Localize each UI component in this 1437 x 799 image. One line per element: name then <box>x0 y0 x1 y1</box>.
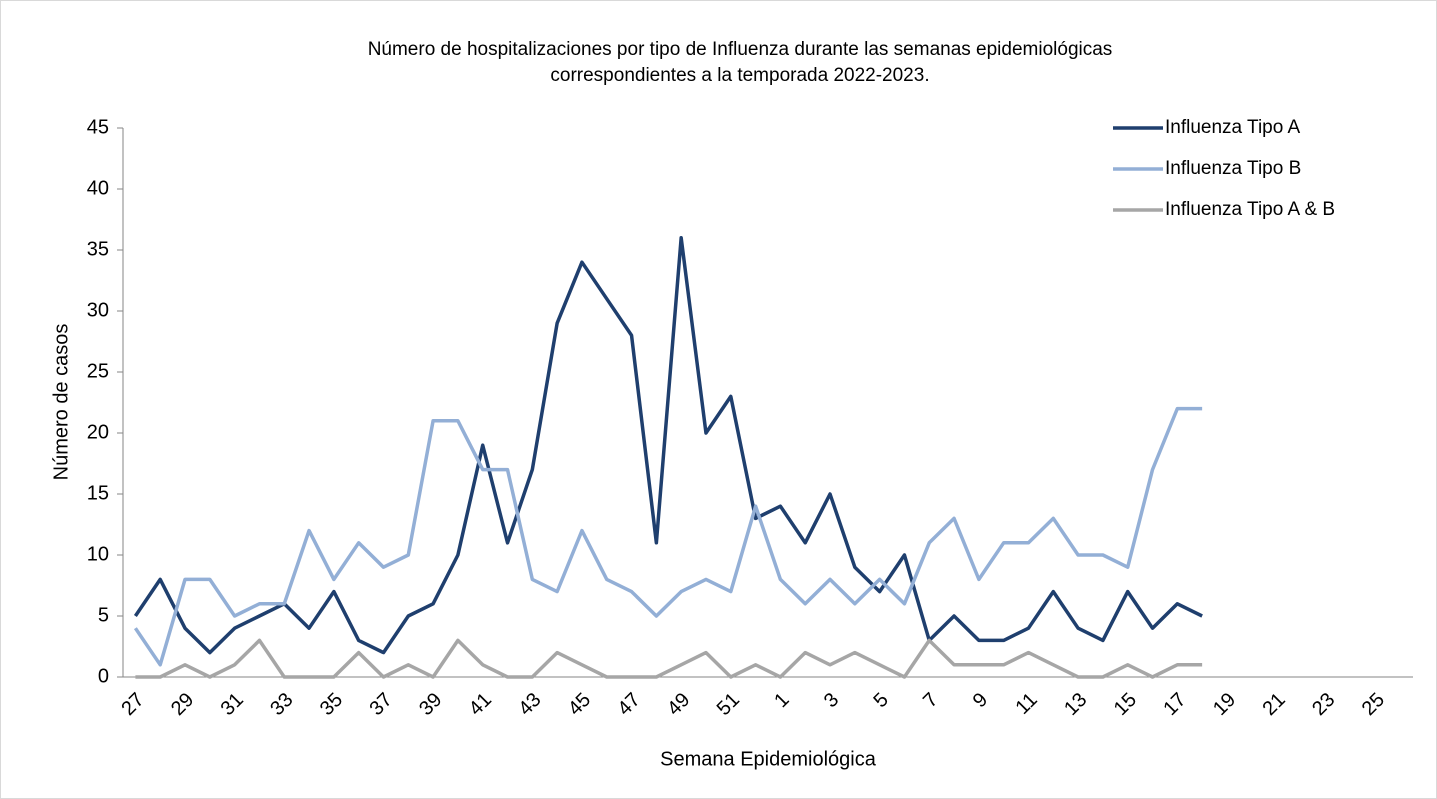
legend-label: Influenza Tipo B <box>1165 158 1301 179</box>
chart-title: Número de hospitalizaciones por tipo de … <box>368 39 1113 60</box>
series-line <box>133 406 1203 667</box>
y-tick-label: 10 <box>87 543 109 565</box>
y-tick-label: 25 <box>87 360 109 382</box>
chart-title: correspondientes a la temporada 2022-202… <box>550 65 929 86</box>
y-axis-label: Número de casos <box>50 324 72 481</box>
y-tick-label: 35 <box>87 238 109 260</box>
series-line <box>133 236 1203 655</box>
series-line <box>135 638 1203 679</box>
legend-label: Influenza Tipo A <box>1165 117 1301 138</box>
y-tick-label: 0 <box>98 665 109 687</box>
y-tick-label: 5 <box>98 604 109 626</box>
y-tick-label: 20 <box>87 421 109 443</box>
y-tick-label: 15 <box>87 482 109 504</box>
y-tick-label: 30 <box>87 299 109 321</box>
legend-label: Influenza Tipo A & B <box>1165 199 1335 220</box>
y-tick-label: 45 <box>87 116 109 138</box>
y-tick-label: 40 <box>87 177 109 199</box>
x-axis-label: Semana Epidemiológica <box>660 748 877 770</box>
